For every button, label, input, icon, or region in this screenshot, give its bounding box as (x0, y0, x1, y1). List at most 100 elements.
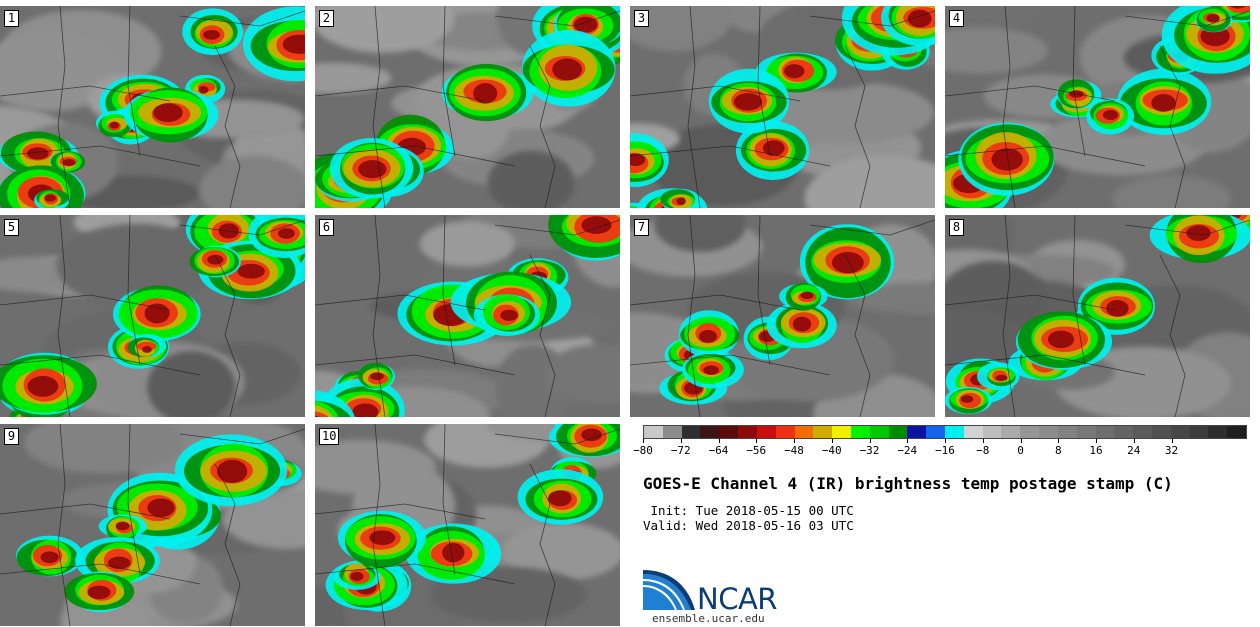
colorbar-tick (907, 439, 909, 443)
colorbar-swatch (813, 426, 833, 438)
colorbar-swatch (1227, 426, 1246, 438)
ir-panel: 8 (945, 215, 1250, 417)
ir-imagery (315, 215, 620, 417)
colorbar-tick (831, 439, 833, 443)
ir-panel: 1 (0, 6, 305, 208)
ncar-logo-icon (643, 570, 695, 610)
colorbar-swatch (719, 426, 739, 438)
ir-imagery (630, 6, 935, 208)
panel-number: 5 (4, 219, 19, 236)
ir-imagery (315, 424, 620, 626)
colorbar-swatch (1057, 426, 1077, 438)
panel-number: 4 (949, 10, 964, 27)
init-time: Init: Tue 2018-05-15 00 UTC (643, 503, 854, 518)
figure-title: GOES-E Channel 4 (IR) brightness temp po… (643, 474, 1173, 493)
colorbar-swatch (644, 426, 663, 438)
colorbar-tick-label: 0 (1017, 444, 1024, 457)
colorbar-tick (1020, 439, 1022, 443)
colorbar-swatch (945, 426, 964, 438)
ensemble-url: ensemble.ucar.edu (652, 612, 765, 625)
colorbar-tick-label: −16 (935, 444, 955, 457)
ir-imagery (0, 6, 305, 208)
colorbar-swatch (982, 426, 1002, 438)
colorbar-swatch (681, 426, 701, 438)
colorbar-swatch (832, 426, 851, 438)
colorbar-swatch (1208, 426, 1228, 438)
ir-imagery (945, 6, 1250, 208)
ir-imagery (630, 215, 935, 417)
colorbar-swatch (794, 426, 814, 438)
colorbar-swatch (662, 426, 682, 438)
colorbar-swatch (963, 426, 983, 438)
panel-number: 7 (634, 219, 649, 236)
colorbar-tick-label: −32 (859, 444, 880, 457)
colorbar-tick-label: 24 (1127, 444, 1141, 457)
colorbar-tick (945, 439, 946, 443)
panel-number: 10 (319, 428, 340, 445)
colorbar-swatch (756, 426, 776, 438)
colorbar-swatch (1151, 426, 1171, 438)
colorbar-tick-label: −48 (784, 444, 804, 457)
colorbar-tick (756, 439, 758, 443)
colorbar-tick-label: −56 (746, 444, 767, 457)
colorbar-tick-label: −24 (897, 444, 918, 457)
colorbar-tick-label: −8 (976, 444, 990, 457)
colorbar-swatch (700, 426, 720, 438)
colorbar-swatch (1076, 426, 1096, 438)
colorbar-tick (1058, 439, 1060, 443)
colorbar-tick (982, 439, 984, 443)
colorbar-tick (680, 439, 682, 443)
colorbar-tick-label: −72 (670, 444, 691, 457)
ir-imagery (315, 6, 620, 208)
colorbar-tick-label: 16 (1089, 444, 1103, 457)
colorbar-tick-label: −80 (633, 444, 653, 457)
colorbar-swatch (1133, 426, 1152, 438)
ir-imagery (945, 215, 1250, 417)
colorbar: −80 −72 −64 −56 −48 −40 −32 −24 −16 −8 0 8 16 24 32 (633, 425, 1248, 465)
colorbar-swatch (1170, 426, 1190, 438)
colorbar-tick-label: 8 (1054, 444, 1062, 457)
valid-time: Valid: Wed 2018-05-16 03 UTC (643, 518, 854, 533)
colorbar-swatch (869, 426, 889, 438)
colorbar-swatch (1095, 426, 1115, 438)
ir-imagery (0, 424, 305, 626)
ir-panel: 4 (945, 6, 1250, 208)
colorbar-tick (1133, 439, 1135, 443)
colorbar-swatch (1020, 426, 1040, 438)
colorbar-swatch (1039, 426, 1058, 438)
panel-number: 3 (634, 10, 649, 27)
colorbar-tick-label: −64 (708, 444, 729, 457)
colorbar-tick (718, 439, 720, 443)
colorbar-tick (1096, 439, 1097, 443)
colorbar-swatch (738, 426, 757, 438)
colorbar-swatch (1189, 426, 1209, 438)
ir-panel: 3 (630, 6, 935, 208)
colorbar-tick (869, 439, 871, 443)
ir-panel: 10 (315, 424, 620, 626)
ncar-wordmark: NCAR (697, 582, 777, 616)
colorbar-tick-label: 32 (1164, 444, 1179, 457)
ir-panel: 7 (630, 215, 935, 417)
colorbar-swatch (775, 426, 795, 438)
ir-panel: 2 (315, 6, 620, 208)
ir-panel: 9 (0, 424, 305, 626)
ir-panel: 6 (315, 215, 620, 417)
colorbar-swatches (643, 425, 1247, 439)
colorbar-swatch (850, 426, 870, 438)
colorbar-tick (1171, 439, 1173, 443)
ir-imagery (0, 215, 305, 417)
panel-number: 2 (319, 10, 334, 27)
panel-number: 6 (319, 219, 334, 236)
colorbar-swatch (888, 426, 908, 438)
panel-number: 9 (4, 428, 19, 445)
colorbar-swatch (907, 426, 927, 438)
panel-number: 1 (4, 10, 19, 27)
colorbar-swatch (1001, 426, 1021, 438)
colorbar-tick (794, 439, 795, 443)
colorbar-tick (643, 439, 644, 443)
colorbar-swatch (926, 426, 945, 438)
ir-panel: 5 (0, 215, 305, 417)
colorbar-tick-label: −40 (821, 444, 842, 457)
panel-number: 8 (949, 219, 964, 236)
colorbar-swatch (1114, 426, 1134, 438)
